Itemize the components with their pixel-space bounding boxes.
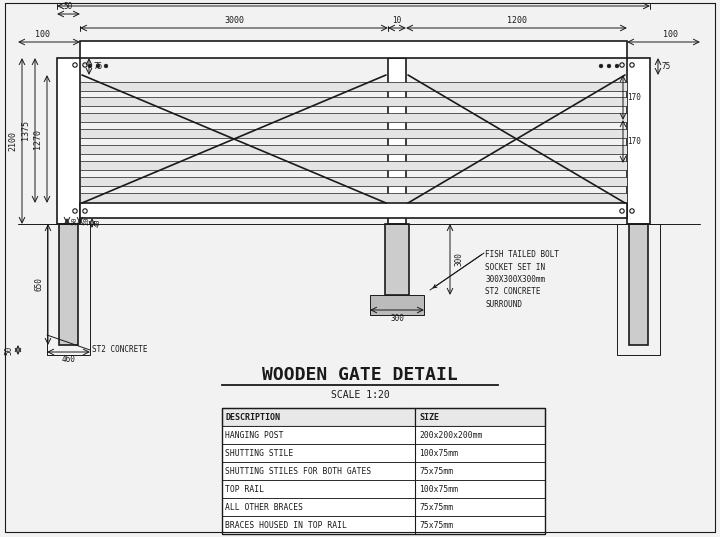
Text: TOP RAIL: TOP RAIL [225,484,264,494]
Text: SHUTTING STILE: SHUTTING STILE [225,448,293,458]
Text: HANGING POST: HANGING POST [225,431,284,439]
Text: 2100: 2100 [8,131,17,151]
Text: 170: 170 [627,93,641,102]
Text: ALL OTHER BRACES: ALL OTHER BRACES [225,503,303,512]
Text: 460: 460 [62,355,76,364]
Text: 200x200x200mm: 200x200x200mm [419,431,482,439]
Circle shape [89,64,92,68]
Text: 100: 100 [35,30,50,39]
Text: 50: 50 [64,2,73,11]
Bar [80,161,627,170]
Circle shape [96,64,100,68]
Text: SHUTTING STILES FOR BOTH GATES: SHUTTING STILES FOR BOTH GATES [225,467,372,475]
Text: 4110: 4110 [343,0,364,2]
Circle shape [599,64,603,68]
Text: 300: 300 [390,314,404,323]
Bar [415,408,545,426]
Bar [415,516,545,534]
Text: 100: 100 [662,30,678,39]
Circle shape [104,64,108,68]
Text: 170: 170 [627,137,641,146]
Text: 3000: 3000 [224,16,244,25]
Bar [415,444,545,462]
Text: 10: 10 [392,16,402,25]
Bar [385,224,409,295]
Bar [59,224,78,345]
Bar [415,462,545,480]
Text: 20: 20 [83,217,89,225]
FancyArrowPatch shape [433,255,482,288]
Text: FISH TAILED BOLT
SOCKET SET IN
300X300X300mm
ST2 CONCRETE
SURROUND: FISH TAILED BOLT SOCKET SET IN 300X300X3… [485,250,559,309]
Bar [222,444,415,462]
Text: WOODEN GATE DETAIL: WOODEN GATE DETAIL [262,366,458,384]
Bar [388,58,406,224]
Bar [617,224,660,355]
Bar [57,58,80,224]
Text: 50: 50 [4,345,13,354]
Bar [415,498,545,516]
Bar [222,480,415,498]
Bar [370,295,424,315]
Bar [415,426,545,444]
Bar [80,177,627,186]
Text: 100x75mm: 100x75mm [419,448,458,458]
Text: 1375: 1375 [21,120,30,141]
Bar [80,41,627,58]
Bar [80,97,627,106]
Bar [222,462,415,480]
Text: 75x75mm: 75x75mm [419,520,453,529]
Bar [222,408,415,426]
Text: 75x75mm: 75x75mm [419,467,453,475]
Bar [222,498,415,516]
Text: 1270: 1270 [33,129,42,149]
Circle shape [607,64,611,68]
Text: DESCRIPTION: DESCRIPTION [225,412,280,422]
Text: ST2 CONCRETE: ST2 CONCRETE [92,345,148,354]
Bar [80,203,627,218]
Text: 100x75mm: 100x75mm [419,484,458,494]
Bar [80,193,627,202]
Text: 75: 75 [93,62,102,71]
Bar [80,113,627,122]
Text: 650: 650 [34,278,43,292]
Bar [222,516,415,534]
Circle shape [615,64,618,68]
Text: 300: 300 [454,252,463,266]
Text: 75: 75 [662,62,671,71]
Text: 40: 40 [95,219,101,227]
Bar [627,58,650,224]
Bar [80,129,627,138]
Bar [80,82,627,91]
Text: 50: 50 [71,217,77,225]
Bar [47,224,90,355]
Text: 1200: 1200 [506,16,526,25]
Text: SCALE 1:20: SCALE 1:20 [330,390,390,400]
Bar [629,224,648,345]
Text: BRACES HOUSED IN TOP RAIL: BRACES HOUSED IN TOP RAIL [225,520,347,529]
Bar [222,408,545,534]
Bar [415,480,545,498]
Text: 75x75mm: 75x75mm [419,503,453,512]
Bar [222,426,415,444]
Bar [80,145,627,154]
Text: SIZE: SIZE [419,412,439,422]
